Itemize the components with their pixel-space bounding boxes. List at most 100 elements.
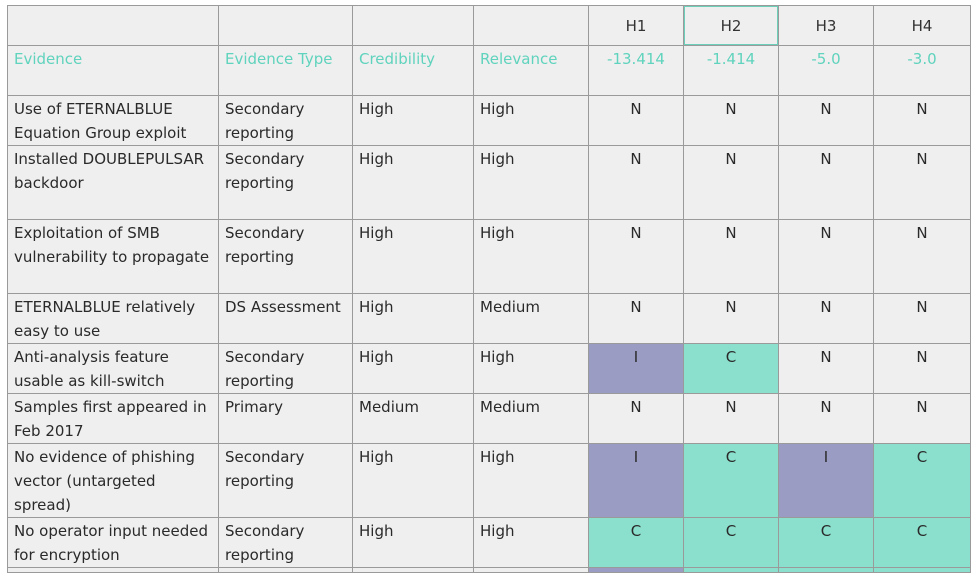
h1-rating: N xyxy=(588,145,684,220)
evidence-text: Use of ETERNALBLUE Equation Group exploi… xyxy=(7,95,219,146)
cut-cell xyxy=(473,567,589,573)
evidence-row: No operator input needed for encryption … xyxy=(7,517,971,568)
credibility-value: High xyxy=(352,443,474,518)
h2-rating: N xyxy=(683,95,779,146)
relevance-value: Medium xyxy=(473,393,589,444)
evidence-row: Anti-analysis feature usable as kill-swi… xyxy=(7,343,971,394)
credibility-value: High xyxy=(352,343,474,394)
evidence-row: Use of ETERNALBLUE Equation Group exploi… xyxy=(7,95,971,146)
cut-cell xyxy=(7,567,219,573)
evidence-row: Exploitation of SMB vulnerability to pro… xyxy=(7,219,971,294)
evidence-type: Secondary reporting xyxy=(218,517,353,568)
h3-rating: I xyxy=(778,443,874,518)
evidence-type: Secondary reporting xyxy=(218,145,353,220)
h2-rating: C xyxy=(683,443,779,518)
hypothesis-h1-header: H1 xyxy=(588,5,684,46)
truncated-row xyxy=(7,567,971,573)
h2-score: -1.414 xyxy=(683,45,779,96)
evidence-text: No operator input needed for encryption xyxy=(7,517,219,568)
relevance-value: High xyxy=(473,343,589,394)
evidence-text: Anti-analysis feature usable as kill-swi… xyxy=(7,343,219,394)
credibility-value: High xyxy=(352,95,474,146)
h2-rating: C xyxy=(683,517,779,568)
hypothesis-header-row: H1 H2 H3 H4 xyxy=(7,5,971,46)
cut-cell xyxy=(873,567,971,573)
h4-rating: N xyxy=(873,293,971,344)
evidence-type: Secondary reporting xyxy=(218,219,353,294)
relevance-value: Medium xyxy=(473,293,589,344)
h2-rating: N xyxy=(683,219,779,294)
credibility-value: High xyxy=(352,219,474,294)
blank-cell xyxy=(218,5,353,46)
cut-cell xyxy=(683,567,779,573)
evidence-text: Samples first appeared in Feb 2017 xyxy=(7,393,219,444)
h4-rating: C xyxy=(873,517,971,568)
h3-rating: N xyxy=(778,219,874,294)
evidence-row: Installed DOUBLEPULSAR backdoor Secondar… xyxy=(7,145,971,220)
column-label-row: Evidence Evidence Type Credibility Relev… xyxy=(7,45,971,96)
h2-rating: C xyxy=(683,343,779,394)
hypothesis-h2-header[interactable]: H2 xyxy=(683,5,779,46)
ach-table: H1 H2 H3 H4 Evidence Evidence Type Credi… xyxy=(7,5,971,573)
h2-rating: N xyxy=(683,293,779,344)
relevance-value: High xyxy=(473,443,589,518)
evidence-row: No evidence of phishing vector (untarget… xyxy=(7,443,971,518)
h1-rating: N xyxy=(588,219,684,294)
hypothesis-h4-header: H4 xyxy=(873,5,971,46)
credibility-column-label: Credibility xyxy=(352,45,474,96)
h3-rating: N xyxy=(778,393,874,444)
credibility-value: High xyxy=(352,293,474,344)
h3-rating: N xyxy=(778,95,874,146)
evidence-type-column-label: Evidence Type xyxy=(218,45,353,96)
relevance-value: High xyxy=(473,95,589,146)
h4-rating: N xyxy=(873,393,971,444)
evidence-column-label: Evidence xyxy=(7,45,219,96)
h1-rating: N xyxy=(588,393,684,444)
h1-rating: N xyxy=(588,95,684,146)
relevance-value: High xyxy=(473,145,589,220)
h4-rating: C xyxy=(873,443,971,518)
evidence-text: Exploitation of SMB vulnerability to pro… xyxy=(7,219,219,294)
evidence-type: Secondary reporting xyxy=(218,95,353,146)
blank-cell xyxy=(473,5,589,46)
credibility-value: High xyxy=(352,517,474,568)
h3-rating: C xyxy=(778,517,874,568)
relevance-value: High xyxy=(473,517,589,568)
evidence-text: No evidence of phishing vector (untarget… xyxy=(7,443,219,518)
relevance-value: High xyxy=(473,219,589,294)
h2-rating: N xyxy=(683,145,779,220)
credibility-value: High xyxy=(352,145,474,220)
blank-cell xyxy=(7,5,219,46)
h2-rating: N xyxy=(683,393,779,444)
h3-rating: N xyxy=(778,343,874,394)
h3-rating: N xyxy=(778,293,874,344)
h4-rating: N xyxy=(873,145,971,220)
evidence-row: Samples first appeared in Feb 2017 Prima… xyxy=(7,393,971,444)
h4-rating: N xyxy=(873,219,971,294)
h4-rating: N xyxy=(873,95,971,146)
cut-cell xyxy=(588,567,684,573)
h1-rating: N xyxy=(588,293,684,344)
cut-cell xyxy=(218,567,353,573)
cut-cell xyxy=(352,567,474,573)
evidence-text: ETERNALBLUE relatively easy to use xyxy=(7,293,219,344)
cut-cell xyxy=(778,567,874,573)
h1-rating: I xyxy=(588,343,684,394)
evidence-type: DS Assessment xyxy=(218,293,353,344)
h4-score: -3.0 xyxy=(873,45,971,96)
h1-rating: I xyxy=(588,443,684,518)
evidence-type: Primary xyxy=(218,393,353,444)
evidence-type: Secondary reporting xyxy=(218,343,353,394)
relevance-column-label: Relevance xyxy=(473,45,589,96)
h3-rating: N xyxy=(778,145,874,220)
hypothesis-h3-header: H3 xyxy=(778,5,874,46)
credibility-value: Medium xyxy=(352,393,474,444)
h3-score: -5.0 xyxy=(778,45,874,96)
evidence-type: Secondary reporting xyxy=(218,443,353,518)
h4-rating: N xyxy=(873,343,971,394)
h1-score: -13.414 xyxy=(588,45,684,96)
h1-rating: C xyxy=(588,517,684,568)
evidence-text: Installed DOUBLEPULSAR backdoor xyxy=(7,145,219,220)
blank-cell xyxy=(352,5,474,46)
